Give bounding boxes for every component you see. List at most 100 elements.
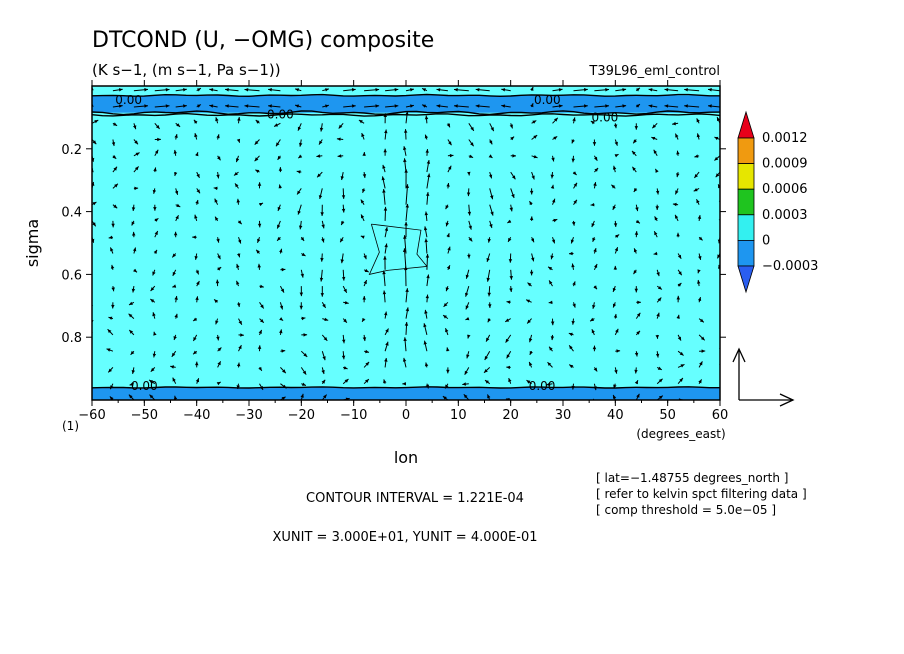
wind-vector xyxy=(467,204,472,216)
wind-vector xyxy=(299,286,304,297)
wind-vector xyxy=(510,188,515,199)
wind-vector xyxy=(489,139,493,145)
wind-vector xyxy=(467,171,471,176)
wind-vector xyxy=(635,393,640,400)
wind-vector xyxy=(209,104,218,108)
wind-vector xyxy=(551,237,556,244)
wind-vector xyxy=(656,312,660,319)
wind-vector xyxy=(468,236,473,242)
wind-vector xyxy=(698,379,703,384)
wind-vector xyxy=(509,123,513,129)
wind-vector xyxy=(111,220,115,228)
wind-vector xyxy=(278,184,282,189)
wind-vector xyxy=(109,383,114,390)
wind-vector xyxy=(337,154,344,158)
wind-vector xyxy=(108,235,113,240)
wind-vector xyxy=(173,231,178,238)
wind-vector xyxy=(358,119,365,124)
wind-vector xyxy=(421,104,428,108)
wind-vector xyxy=(133,88,149,92)
wind-vector xyxy=(112,122,118,127)
wind-vector xyxy=(237,302,241,308)
wind-vector xyxy=(552,218,558,223)
wind-vector xyxy=(321,394,327,400)
wind-vector xyxy=(132,247,137,254)
wind-vector xyxy=(149,394,156,400)
wind-vector xyxy=(382,164,386,173)
wind-vector xyxy=(674,214,679,222)
wind-vector xyxy=(217,266,222,271)
wind-vector xyxy=(215,117,219,124)
wind-vector xyxy=(384,129,388,140)
wind-vector xyxy=(298,220,303,230)
wind-vector xyxy=(714,155,720,161)
wind-vector xyxy=(684,88,700,92)
wind-vector xyxy=(280,349,286,353)
wind-vector xyxy=(343,88,356,92)
wind-vector xyxy=(174,171,178,177)
wind-vector xyxy=(406,399,407,400)
y-tick-label: 0.6 xyxy=(61,268,82,283)
wind-vector xyxy=(297,154,303,159)
x-tick-label: −40 xyxy=(183,408,210,423)
y-axis: 0.2 0.4 0.6 0.8 xyxy=(61,143,726,346)
wind-vector xyxy=(527,282,532,287)
wind-vector xyxy=(550,334,555,341)
wind-vector xyxy=(707,104,720,108)
wind-vector xyxy=(591,328,595,336)
wind-vector xyxy=(653,149,658,157)
wind-vector xyxy=(614,367,618,374)
wind-vector xyxy=(465,317,470,321)
wind-vector xyxy=(173,334,177,341)
colorbar-label: 0.0006 xyxy=(762,182,808,197)
wind-vector xyxy=(318,139,323,145)
wind-vector xyxy=(421,87,428,92)
wind-vector xyxy=(423,323,428,336)
wind-vector xyxy=(424,309,428,319)
wind-vector xyxy=(233,171,239,176)
wind-vector xyxy=(612,302,617,308)
wind-vector xyxy=(528,361,533,368)
wind-vector xyxy=(279,302,284,310)
wind-vector xyxy=(107,367,114,373)
wind-vector xyxy=(153,204,157,211)
wind-vector xyxy=(112,155,117,160)
wind-vector xyxy=(696,118,700,124)
wind-vector xyxy=(92,383,93,385)
wind-vector xyxy=(488,171,493,179)
wind-vector xyxy=(174,313,178,319)
wind-vector xyxy=(216,381,221,386)
wind-vector xyxy=(174,133,178,140)
wind-vector xyxy=(592,139,597,146)
wind-vector xyxy=(531,134,538,140)
wind-vector xyxy=(322,104,330,108)
wind-vector xyxy=(508,253,513,263)
wind-vector xyxy=(475,104,490,108)
y-tick-label: 0.4 xyxy=(61,206,82,221)
wind-vector xyxy=(631,166,637,173)
wind-vector xyxy=(653,230,658,238)
wind-vector xyxy=(174,295,178,303)
negative-band-bottom xyxy=(92,387,720,400)
wind-vector xyxy=(360,235,365,239)
wind-vector xyxy=(301,333,308,337)
wind-vector xyxy=(130,350,135,356)
wind-vector xyxy=(509,269,513,280)
wind-vector xyxy=(612,165,617,173)
contour-label: 0.00 xyxy=(115,93,142,107)
wind-vector xyxy=(405,203,409,221)
wind-vector xyxy=(259,383,264,391)
wind-vector xyxy=(531,171,535,180)
wind-vector xyxy=(384,328,389,336)
wind-vector xyxy=(594,167,599,173)
wind-vector xyxy=(402,357,407,368)
wind-vector xyxy=(634,367,638,374)
wind-vector xyxy=(320,286,324,297)
wind-vector xyxy=(445,204,449,210)
wind-vector xyxy=(382,270,386,287)
wind-vector xyxy=(175,88,187,92)
wind-vector xyxy=(195,378,200,384)
wind-vector xyxy=(364,88,380,92)
wind-vector xyxy=(383,148,387,156)
wind-vector xyxy=(237,253,241,258)
